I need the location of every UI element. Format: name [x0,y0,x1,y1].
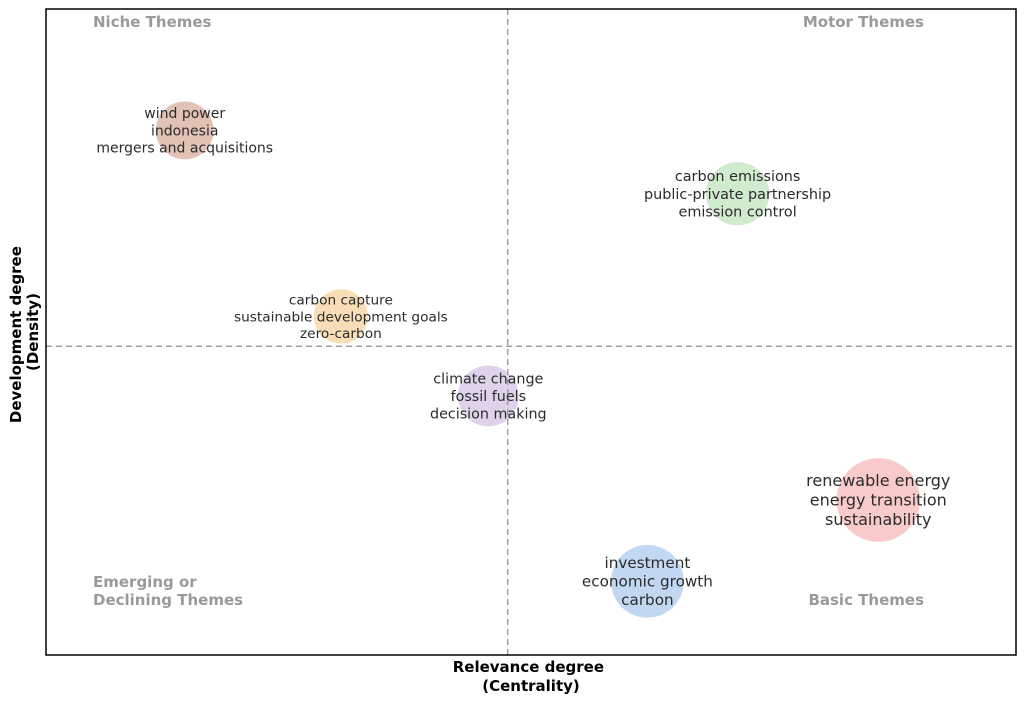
cluster-term: renewable energy [806,471,950,490]
bubbles-layer [155,101,921,618]
quadrant-labels-layer: Niche Themes Motor Themes Emerging or Decli… [93,13,924,609]
cluster-bubble-4 [836,458,921,542]
cluster-label-2: carbon capture sustainable development go… [234,293,448,343]
y-axis-title-line-1: Development degree [7,246,25,423]
cluster-term: fossil fuels [451,389,526,405]
cluster-label-4: renewable energy energy transition sustain… [806,471,950,529]
cluster-term: sustainable development goals [234,309,448,325]
x-axis-title-line-2: (Centrality) [482,677,580,695]
cluster-label-1: carbon emissions public-private partnersh… [644,169,831,220]
cluster-bubble-5 [611,544,684,618]
x-axis-title: Relevance degree (Centrality) [453,658,610,695]
cluster-label-3: climate change fossil fuels decision makin… [430,372,547,423]
quadrant-label-top-right: Motor Themes [803,13,924,31]
cluster-term: carbon capture [289,293,393,309]
cluster-term: zero-carbon [300,326,382,342]
cluster-label-0: wind power indonesia mergers and acquisiti… [96,106,273,156]
cluster-term: economic growth [582,573,713,591]
cluster-term: emission control [678,204,796,220]
cluster-bubble-0 [155,101,214,160]
y-axis-title-line-2: (Density) [24,293,42,371]
cluster-term: carbon emissions [675,169,801,185]
quadrant-label-line: Motor Themes [803,13,924,31]
y-axis-title: Development degree (Density) [7,241,42,423]
cluster-label-5: investment economic growth carbon [582,554,713,609]
quadrant-label-bottom-right: Basic Themes [808,591,924,609]
cluster-term: wind power [144,106,225,122]
cluster-term: mergers and acquisitions [96,141,273,157]
cluster-bubble-3 [457,365,519,427]
cluster-term: public-private partnership [644,187,831,203]
quadrant-label-line: Emerging or [93,573,197,591]
plot-frame [45,8,1017,656]
x-axis-title-line-1: Relevance degree [453,658,604,676]
cluster-bubble-2 [313,289,368,344]
cluster-term: indonesia [151,123,218,139]
cluster-bubble-1 [706,162,770,226]
bubble-labels-layer: wind power indonesia mergers and acquisiti… [96,106,950,609]
cluster-term: sustainability [825,510,932,529]
quadrant-label-top-left: Niche Themes [93,13,212,31]
quadrant-label-line: Declining Themes [93,591,243,609]
cluster-term: climate change [433,372,543,388]
cluster-term: carbon [621,591,673,609]
cluster-term: decision making [430,406,547,422]
cluster-term: energy transition [810,491,947,510]
quadrant-label-line: Basic Themes [808,591,924,609]
quadrant-label-line: Niche Themes [93,13,212,31]
quadrant-label-bottom-left: Emerging or Declining Themes [93,573,243,609]
cluster-term: investment [605,554,691,572]
